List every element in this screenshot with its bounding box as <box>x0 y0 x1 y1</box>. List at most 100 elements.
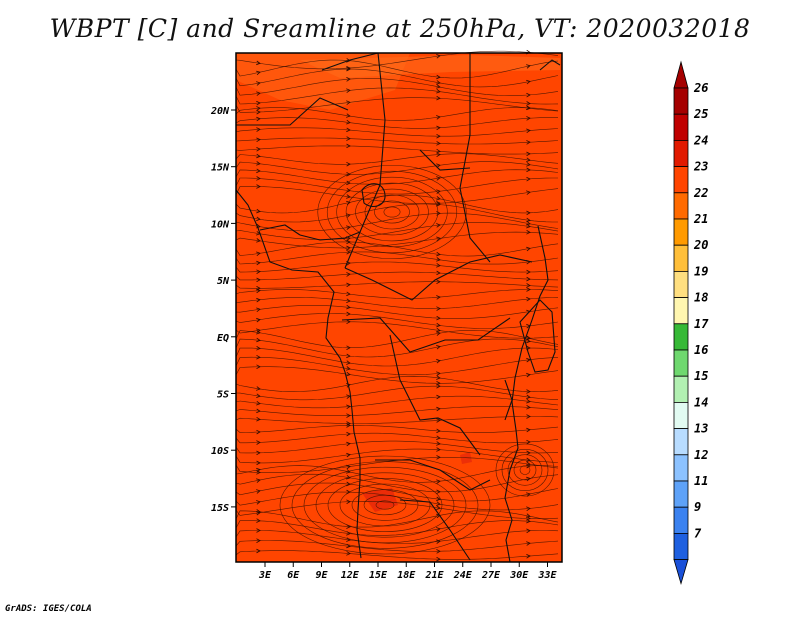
streamline-arrow <box>526 457 531 463</box>
streamline-arrow <box>526 414 531 419</box>
streamline-arrow <box>346 404 351 410</box>
streamline-arrow <box>436 141 441 146</box>
streamline <box>235 261 559 273</box>
streamline <box>235 212 559 232</box>
streamline-arrow <box>256 354 261 360</box>
lon-label: 21E <box>424 570 444 581</box>
streamline-arrow <box>256 328 261 333</box>
streamline-arrow <box>256 416 261 422</box>
streamline-arrow <box>436 394 441 400</box>
streamline-arrow <box>436 315 441 321</box>
colorbar-segment <box>673 139 689 167</box>
streamline-arrow <box>256 500 261 505</box>
streamline-arrow <box>346 464 351 470</box>
streamline-arrow <box>436 257 441 262</box>
streamline <box>235 338 559 358</box>
streamline-arrow <box>256 216 261 222</box>
streamline-arrow <box>526 405 531 410</box>
streamline-arrow <box>346 469 351 474</box>
streamline-arrow <box>436 383 441 389</box>
streamline-arrow <box>256 60 261 66</box>
streamline <box>235 161 559 175</box>
streamline-vortex <box>495 443 555 497</box>
streamline-arrow <box>346 66 351 72</box>
streamline-arrow <box>256 460 261 466</box>
colorbar-label: 9 <box>694 500 701 514</box>
streamline-arrow <box>436 95 441 101</box>
streamline-arrow <box>346 239 351 245</box>
streamline-arrow <box>526 223 531 229</box>
streamline-arrow <box>526 92 531 98</box>
streamline-arrow <box>346 291 351 297</box>
streamline-arrow <box>346 249 351 255</box>
streamline-arrow <box>436 133 441 139</box>
streamline <box>235 510 559 528</box>
streamlines <box>235 49 559 562</box>
streamline-arrow <box>526 461 531 467</box>
colorbar-segment <box>673 428 689 456</box>
streamline-arrow <box>256 489 261 494</box>
streamline-vortex <box>374 200 410 224</box>
streamline-arrow <box>526 518 531 524</box>
streamline-arrow <box>526 528 531 534</box>
colorbar-segment <box>673 113 689 141</box>
streamline-arrow <box>436 251 441 257</box>
colorbar-bottom-arrow <box>673 559 689 586</box>
colorbar-label: 11 <box>694 474 708 488</box>
streamline-arrow <box>526 276 531 282</box>
streamline-arrow <box>436 236 441 242</box>
colorbar-label: 7 <box>694 526 702 540</box>
streamline-arrow <box>436 115 441 120</box>
colorbar-segment <box>673 349 689 377</box>
colorbar-segment <box>673 401 689 429</box>
streamline-arrow <box>256 251 261 257</box>
streamline-arrow <box>346 161 351 167</box>
streamline-arrow <box>436 88 441 94</box>
streamline-arrow <box>526 157 531 162</box>
lon-label: 6E <box>287 570 300 581</box>
streamline-arrow <box>256 478 261 483</box>
streamline-arrow <box>436 125 441 131</box>
colorbar-segment <box>673 192 689 220</box>
streamline-arrow <box>346 452 351 458</box>
streamline-arrow <box>346 100 351 105</box>
streamline-arrow <box>346 474 351 480</box>
streamline-arrow <box>436 148 441 154</box>
streamline-vortex <box>279 455 491 555</box>
streamline-arrow <box>346 499 351 505</box>
streamline-vortex <box>501 448 549 491</box>
streamline-arrow <box>256 146 261 152</box>
streamline <box>235 540 559 552</box>
streamline-arrow <box>256 330 261 335</box>
grads-credit: GrADS: IGES/COLA <box>5 604 92 614</box>
streamline-arrow <box>436 84 441 89</box>
streamline-arrow <box>256 100 261 106</box>
streamline-arrow <box>436 489 441 495</box>
streamline-arrow <box>256 176 261 181</box>
streamline <box>235 305 559 319</box>
colorbar-segment <box>673 480 689 508</box>
streamline <box>235 222 559 240</box>
streamline-arrow <box>436 406 441 412</box>
streamline-arrow <box>256 269 261 274</box>
streamline-arrow <box>436 270 441 276</box>
streamline-vortex <box>351 489 419 521</box>
streamline-arrow <box>256 337 261 343</box>
streamline-arrow <box>526 450 531 456</box>
streamline <box>235 321 559 339</box>
lat-label: 10S <box>211 446 229 457</box>
streamline-arrow <box>256 307 261 313</box>
streamline-vortex <box>507 454 543 486</box>
streamline-arrow <box>436 279 441 284</box>
streamline-vortex <box>336 176 448 248</box>
lon-label: 27E <box>481 570 501 581</box>
streamline <box>235 432 559 444</box>
streamline-arrow <box>256 297 261 303</box>
streamline-arrow <box>346 360 351 365</box>
streamline-arrow <box>346 366 351 371</box>
streamline <box>235 137 559 145</box>
longitude-axis: 3E 6E 9E 12E 15E 18E 21E 24E 27E 30E 33E <box>258 562 558 581</box>
colorbar-label: 16 <box>694 343 708 357</box>
lat-label: EQ <box>217 333 229 344</box>
